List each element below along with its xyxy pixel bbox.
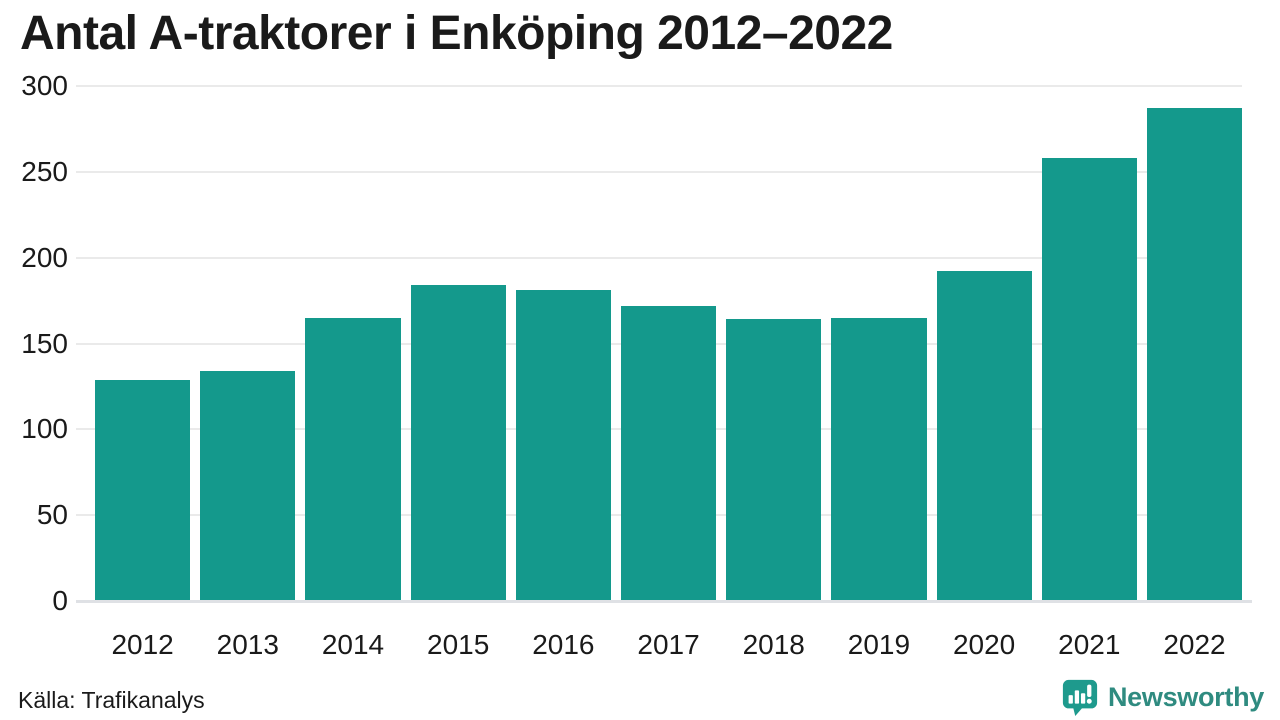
bar-2016 <box>515 290 611 601</box>
y-tick-label-300: 300 <box>21 70 68 101</box>
x-tick-label-2012: 2012 <box>111 629 174 660</box>
bar-2018 <box>726 319 822 601</box>
x-tick-label-2015: 2015 <box>427 629 490 660</box>
brand-name: Newsworthy <box>1107 681 1264 712</box>
x-tick-label-2021: 2021 <box>1058 629 1121 660</box>
bar-2022 <box>1146 108 1243 601</box>
x-tick-label-2014: 2014 <box>321 629 385 660</box>
source-note: Källa: Trafikanalys <box>18 687 205 713</box>
x-tick-label-2022: 2022 <box>1163 629 1226 660</box>
gridline-200 <box>76 256 1242 259</box>
y-tick-label-100: 100 <box>21 413 68 445</box>
x-tick-label-2020: 2020 <box>952 629 1016 660</box>
x-axis: 2012 2013 2014 2015 2016 2017 2018 2019 2020 2021… <box>95 601 1242 663</box>
gridline-300 <box>76 85 1242 87</box>
plot-area <box>76 85 1252 603</box>
bar-2012 <box>95 379 191 601</box>
x-tick-label-2017: 2017 <box>637 629 700 660</box>
bar-2013 <box>200 370 296 601</box>
bar-2019 <box>831 317 927 601</box>
bars-group <box>95 86 1243 601</box>
y-tick-label-200: 200 <box>21 241 68 273</box>
y-axis: 0 50 100 150 200 250 300 <box>6 72 68 615</box>
chart-title: Antal A-traktorer i Enköping 2012–2022 <box>20 7 893 60</box>
bar-2021 <box>1041 158 1137 601</box>
bar-2014 <box>305 317 401 601</box>
newsworthy-pin-barchart-icon <box>1062 679 1098 716</box>
y-tick-label-250: 250 <box>21 155 68 187</box>
x-tick-label-2016: 2016 <box>532 629 595 660</box>
gridline-250 <box>76 170 1242 173</box>
y-tick-label-150: 150 <box>21 327 68 359</box>
bar-2015 <box>410 285 506 601</box>
x-tick-label-2013: 2013 <box>216 629 279 660</box>
brand-logo: Newsworthy <box>1061 678 1264 716</box>
x-tick-label-2018: 2018 <box>742 629 805 660</box>
bar-2020 <box>936 271 1032 601</box>
x-tick-label-2019: 2019 <box>847 629 911 660</box>
bar-2017 <box>620 305 717 601</box>
y-tick-label-0: 0 <box>52 585 68 616</box>
x-axis-baseline <box>76 600 1252 603</box>
y-tick-label-50: 50 <box>36 499 68 531</box>
